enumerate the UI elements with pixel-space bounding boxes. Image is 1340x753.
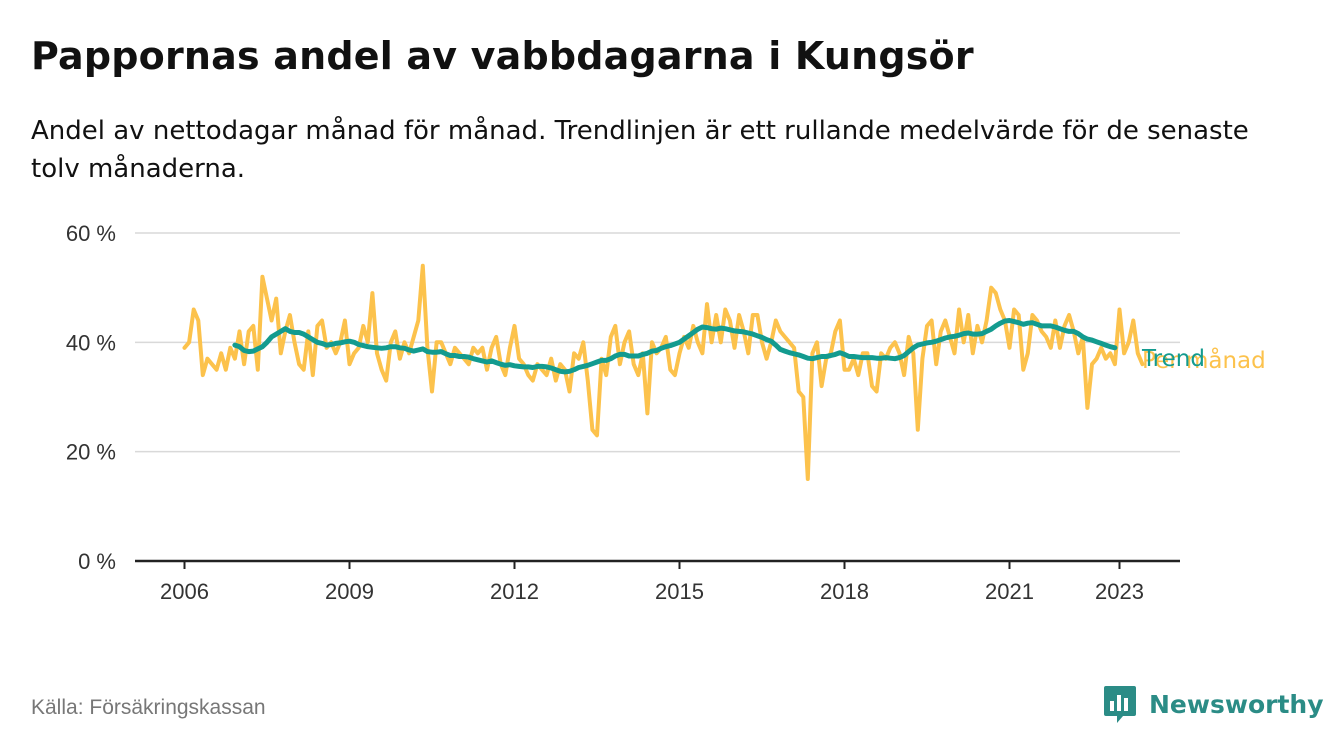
monthly-label: Per månad: [1142, 346, 1266, 374]
y-axis-tick-labels: 0 % 20 % 40 % 60 %: [66, 221, 116, 574]
brand-logo: Newsworthy: [1103, 684, 1324, 724]
x-tick-label: 2006: [160, 579, 209, 604]
y-tick-label: 60 %: [66, 221, 116, 246]
grid-lines: [135, 232, 1180, 453]
x-tick-label: 2021: [985, 579, 1034, 604]
brand-name: Newsworthy: [1149, 689, 1324, 719]
series-lines: [182, 263, 1145, 481]
chart-subtitle: Andel av nettodagar månad för månad. Tre…: [31, 116, 1249, 184]
y-tick-label: 20 %: [66, 440, 116, 465]
x-tick-label: 2012: [490, 579, 539, 604]
y-tick-label: 40 %: [66, 330, 116, 355]
x-tick-label: 2009: [325, 579, 374, 604]
monthly-line: [182, 263, 1145, 481]
x-tick-label: 2018: [820, 579, 869, 604]
chart-title: Pappornas andel av vabbdagarna i Kungsör: [31, 34, 974, 78]
trend-line: [232, 318, 1118, 375]
bar-chart-icon: [1104, 686, 1136, 723]
x-tick-label: 2015: [655, 579, 704, 604]
source-note: Källa: Försäkringskassan: [31, 696, 266, 719]
x-axis: 2006 2009 2012 2015 2018 2021 2023: [135, 559, 1180, 604]
trend-label: Trend: [1141, 346, 1205, 372]
x-tick-label: 2023: [1095, 579, 1144, 604]
y-tick-label: 0 %: [78, 549, 116, 574]
